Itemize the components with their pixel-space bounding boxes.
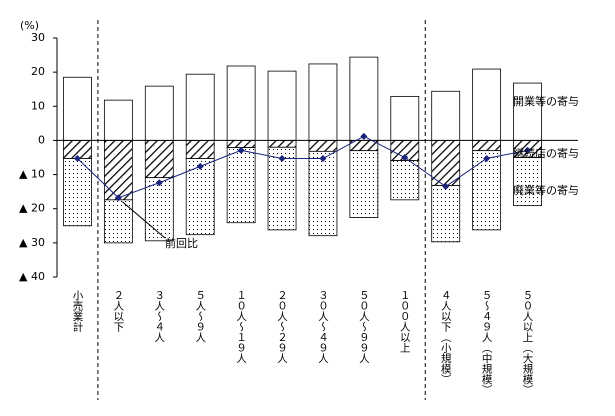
line-marker bbox=[319, 155, 327, 163]
line-marker bbox=[524, 146, 532, 154]
x-tick-label: ４人以下（小規模） bbox=[440, 290, 452, 385]
bar-segment bbox=[308, 63, 338, 141]
line-marker bbox=[155, 179, 163, 187]
line-marker bbox=[401, 154, 409, 161]
x-tick-label: １０人～１９人 bbox=[235, 290, 247, 364]
bar-segment bbox=[308, 150, 338, 237]
y-unit: (%) bbox=[20, 19, 39, 32]
x-tick-label: １００人以上 bbox=[399, 290, 411, 353]
line-marker bbox=[278, 155, 286, 163]
annotation-arrow bbox=[122, 201, 166, 239]
line-label: 前回比 bbox=[165, 236, 198, 250]
bar-segment bbox=[349, 150, 379, 218]
bar-segment bbox=[472, 140, 502, 152]
bar-segment bbox=[349, 56, 379, 141]
y-tick-label: 10 bbox=[31, 99, 45, 112]
bar-segment bbox=[144, 85, 174, 141]
bar-segment bbox=[431, 140, 461, 186]
bar-segment bbox=[185, 140, 215, 159]
bar-segment bbox=[267, 146, 297, 231]
bar-segment bbox=[431, 90, 461, 141]
bar-segment bbox=[513, 82, 542, 141]
bar-segment bbox=[103, 140, 133, 201]
line-marker bbox=[196, 162, 204, 170]
x-tick-label: ５～４９人（中規模） bbox=[481, 290, 493, 395]
line-marker bbox=[73, 155, 81, 163]
series-label: 開業等の寄与 bbox=[513, 94, 579, 108]
y-tick-label: ▲ 40 bbox=[19, 270, 45, 283]
y-tick-label: ▲ 30 bbox=[19, 236, 45, 249]
bar-segment bbox=[390, 160, 420, 201]
x-tick-label: ３人～４人 bbox=[153, 290, 165, 343]
bar-segment bbox=[63, 76, 92, 141]
bar-segment bbox=[267, 70, 297, 141]
bar-segment bbox=[144, 177, 174, 242]
bar-segment bbox=[472, 150, 502, 231]
bar-segment bbox=[226, 140, 256, 148]
bar-segment bbox=[267, 140, 297, 148]
line-marker bbox=[114, 194, 122, 202]
y-tick-label: 20 bbox=[31, 65, 45, 78]
bar-segment bbox=[103, 99, 133, 141]
bar-segment bbox=[513, 157, 542, 207]
x-tick-label: ２０人～２９人 bbox=[276, 290, 288, 364]
series-label: 廃業等の寄与 bbox=[513, 183, 579, 197]
bar-segment bbox=[431, 185, 461, 243]
y-tick-label: 0 bbox=[38, 133, 45, 146]
bar-segment bbox=[185, 73, 215, 141]
y-tick-label: 30 bbox=[31, 31, 45, 44]
bar-segment bbox=[144, 140, 174, 179]
bar-segment bbox=[390, 95, 420, 141]
y-tick-label: ▲ 20 bbox=[19, 202, 45, 215]
bar-segment bbox=[226, 65, 256, 141]
bar-segment bbox=[308, 140, 338, 152]
line-marker bbox=[483, 155, 491, 163]
bar-segment bbox=[226, 147, 256, 224]
line-marker bbox=[360, 132, 368, 140]
y-tick-label: ▲ 10 bbox=[19, 168, 45, 181]
series-label: 継続店の寄与 bbox=[513, 146, 579, 160]
x-tick-label: ５人～９人 bbox=[194, 290, 206, 343]
x-tick-label: ５０人以上（大規模） bbox=[522, 290, 534, 395]
x-tick-label: ５０人～９９人 bbox=[358, 290, 370, 364]
x-tick-label: ３０人～４９人 bbox=[317, 290, 329, 364]
bar-segment bbox=[185, 158, 215, 236]
bar-segment bbox=[472, 68, 502, 141]
line-marker bbox=[442, 183, 450, 191]
x-tick-label: ２人以下 bbox=[112, 290, 124, 333]
line-series bbox=[77, 135, 528, 199]
line-marker bbox=[237, 146, 245, 154]
x-tick-label: 小売業計 bbox=[71, 290, 83, 333]
